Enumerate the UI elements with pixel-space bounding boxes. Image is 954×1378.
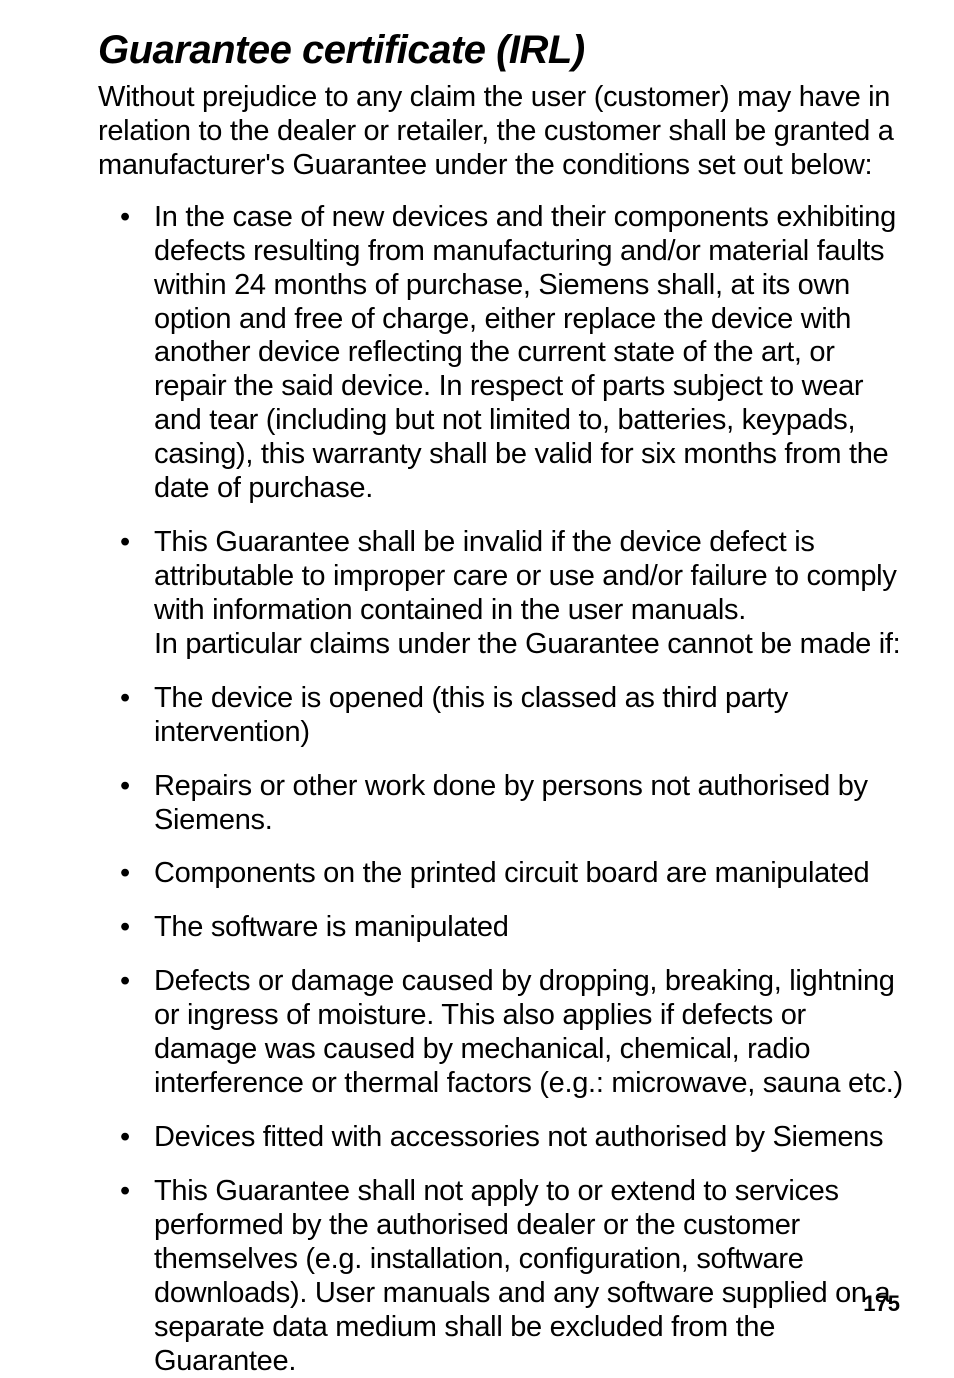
intro-paragraph: Without prejudice to any claim the user … [98,81,904,183]
page-title: Guarantee certificate (IRL) [98,28,904,73]
list-item: Repairs or other work done by persons no… [154,770,904,838]
list-item: This Guarantee shall not apply to or ext… [154,1175,904,1378]
list-item: The software is manipulated [154,911,904,945]
bullet-list: In the case of new devices and their com… [98,201,904,1378]
list-item: The device is opened (this is classed as… [154,682,904,750]
list-item: Components on the printed circuit board … [154,857,904,891]
list-item: In the case of new devices and their com… [154,201,904,506]
list-item: Defects or damage caused by dropping, br… [154,965,904,1101]
page-container: Guarantee certificate (IRL) Without prej… [0,0,954,1345]
list-item: This Guarantee shall be invalid if the d… [154,526,904,662]
list-item: Devices fitted with accessories not auth… [154,1121,904,1155]
page-number: 175 [863,1291,900,1317]
